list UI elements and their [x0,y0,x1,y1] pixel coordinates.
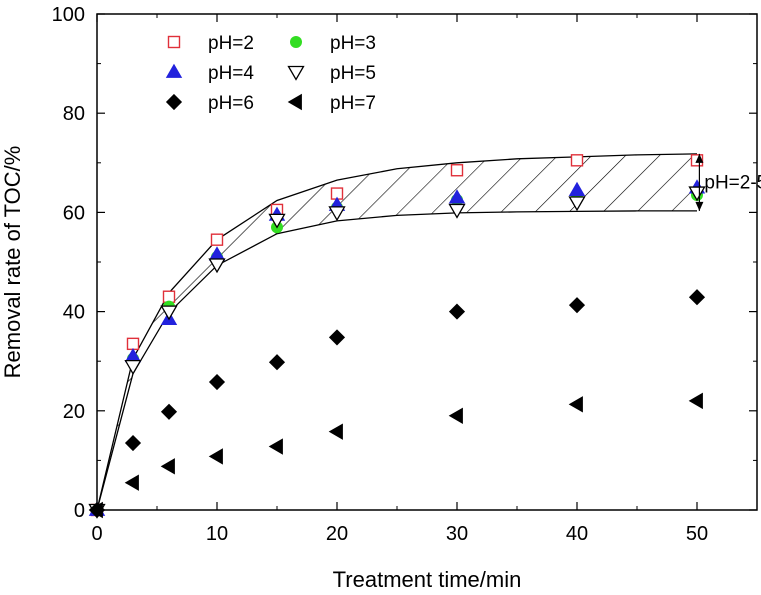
data-point-ph7 [448,407,463,424]
arrow-head-top [695,153,704,163]
y-tick-label: 80 [63,103,85,125]
data-point-ph7 [88,501,103,519]
x-tick-label: 50 [686,523,708,545]
x-tick-label: 30 [446,523,468,545]
x-tick-label: 0 [91,523,102,545]
x-tick-label: 10 [206,523,228,545]
arrow-head-bottom [695,201,704,211]
legend-label: pH=6 [208,93,254,114]
data-point-ph7 [688,392,703,410]
data-point-ph2 [162,290,176,303]
legend-label: pH=2 [208,33,254,54]
y-tick-label: 60 [63,202,85,224]
legend-marker [287,65,305,81]
data-point-ph6 [568,297,586,314]
legend-label: pH=3 [330,33,376,54]
data-point-ph7 [208,448,223,465]
data-point-ph2 [450,164,464,177]
x-axis-title: Treatment time/min [333,567,522,592]
data-point-ph5 [268,213,286,229]
legend-marker [290,36,302,48]
data-point-ph5 [160,305,178,321]
data-point-ph6 [124,434,142,452]
data-point-ph7 [268,438,283,455]
data-point-ph4 [568,181,586,196]
legend: pH=2 pH=3 pH=4 pH=5 pH=6 pH=7 [165,33,376,114]
data-point-ph4 [448,189,466,204]
hatched-band [96,153,698,511]
legend-marker [165,93,183,111]
data-point-ph2 [210,233,224,246]
data-point-ph6 [328,329,346,346]
data-point-ph6 [160,403,178,420]
range-annotation: pH=2-5 [695,153,761,211]
data-point-ph5 [328,206,346,222]
data-point-ph7 [124,474,139,491]
x-tick-label: 20 [326,523,348,545]
data-point-ph5 [208,258,226,274]
data-point-ph6 [688,289,706,306]
data-point-ph7 [160,458,175,475]
x-tick-label: 40 [566,523,588,545]
band-fill [97,153,697,510]
data-point-ph7 [568,396,583,413]
legend-label: pH=5 [330,63,376,84]
legend-marker [167,35,181,49]
y-tick-label: 0 [74,500,85,522]
data-point-ph7 [328,423,343,440]
data-point-ph6 [208,373,226,391]
y-tick-label: 20 [63,401,85,423]
legend-label: pH=7 [330,93,376,114]
legend-label: pH=4 [208,63,254,84]
data-point-ph2 [570,154,584,167]
y-tick-label: 40 [63,302,85,324]
band-upper-curve [96,153,698,511]
axes: 0 10 20 30 40 50 0 20 40 60 80 100 [52,4,758,545]
data-point-ph6 [448,303,466,320]
y-tick-label: 100 [52,4,85,26]
data-point-ph2 [126,337,140,351]
data-point-ph5 [568,196,586,212]
band-lower-curve [96,210,697,511]
y-axis-title: Removal rate of TOC/% [0,146,25,379]
data-points [88,154,706,519]
legend-marker [165,63,183,78]
data-point-ph5 [688,186,706,202]
legend-marker [287,93,302,111]
data-point-ph5 [448,203,466,219]
data-point-ph5 [124,360,142,375]
range-annotation-label: pH=2-5 [704,172,761,193]
data-point-ph6 [268,354,286,371]
